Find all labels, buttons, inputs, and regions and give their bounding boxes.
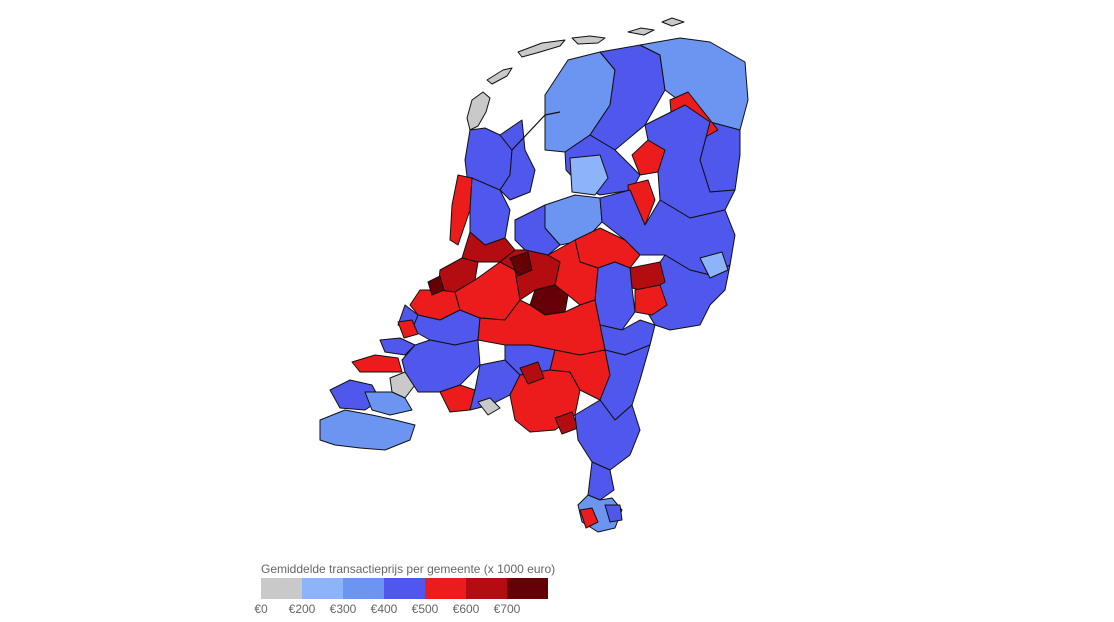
region-zeeuws-vlaanderen[interactable] xyxy=(319,409,416,451)
legend-swatch-4 xyxy=(425,578,466,599)
region-gooi[interactable] xyxy=(509,251,533,277)
region-goeree[interactable] xyxy=(379,337,416,356)
ijsselmeer-afsluitdijk xyxy=(511,111,561,151)
terschelling-island[interactable] xyxy=(517,39,566,58)
legend-swatch-2 xyxy=(343,578,384,599)
legend-tick-label: €700 xyxy=(493,602,521,616)
price-legend: Gemiddelde transactieprijs per gemeente … xyxy=(254,560,578,622)
region-limburg-north[interactable] xyxy=(574,399,641,471)
ameland-island[interactable] xyxy=(571,35,606,45)
legend-tick-label: €200 xyxy=(288,602,316,616)
netherlands-municipality-map xyxy=(319,17,749,533)
region-heerlen[interactable] xyxy=(604,504,623,523)
region-limburg-middle[interactable] xyxy=(587,461,615,501)
region-bergen-op-zoom-gray[interactable] xyxy=(477,397,501,416)
legend-swatch-6 xyxy=(507,578,548,599)
region-maastricht[interactable] xyxy=(579,507,599,529)
legend-swatch-0 xyxy=(261,578,302,599)
region-achterhoek[interactable] xyxy=(594,261,636,331)
region-vught[interactable] xyxy=(519,361,545,385)
legend-tick-label: €300 xyxy=(329,602,357,616)
region-kennemerland[interactable] xyxy=(449,174,473,246)
legend-tick-label: €500 xyxy=(411,602,439,616)
legend-swatch-1 xyxy=(302,578,343,599)
vlieland-island[interactable] xyxy=(486,67,513,85)
region-hoeksche-waard[interactable] xyxy=(397,319,419,339)
legend-tick-label: €600 xyxy=(452,602,480,616)
region-enschede[interactable] xyxy=(699,251,729,279)
region-beveland[interactable] xyxy=(364,391,413,416)
legend-tick-label: €400 xyxy=(370,602,398,616)
region-wassenaar[interactable] xyxy=(427,275,445,296)
legend-title: Gemiddelde transactieprijs per gemeente … xyxy=(261,562,556,576)
region-almere[interactable] xyxy=(514,204,561,256)
region-westerveld[interactable] xyxy=(569,154,609,196)
region-west-friesland[interactable] xyxy=(499,119,536,201)
legend-tick-label: €0 xyxy=(254,602,268,616)
region-schouwen[interactable] xyxy=(351,354,403,373)
legend-swatch-3 xyxy=(384,578,425,599)
schiermonnikoog-island[interactable] xyxy=(627,27,655,36)
region-peel[interactable] xyxy=(599,344,651,421)
rottumeroog-island[interactable] xyxy=(661,17,685,27)
region-west-brabant[interactable] xyxy=(401,339,481,393)
texel-island[interactable] xyxy=(466,91,491,131)
legend-swatch-5 xyxy=(466,578,507,599)
legend-color-scale xyxy=(261,578,578,599)
legend-tick-labels: €0 €200 €300 €400 €500 €600 €700 xyxy=(254,602,578,622)
